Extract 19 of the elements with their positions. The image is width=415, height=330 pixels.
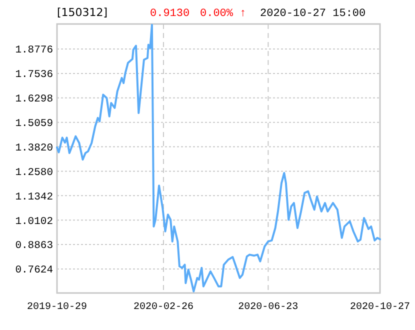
y-tick-label: 1.0102 xyxy=(15,216,53,228)
y-tick-label: 1.7536 xyxy=(15,69,53,82)
x-tick-label: 2020-10-27 xyxy=(350,302,410,313)
x-tick-label: 2020-06-23 xyxy=(238,302,298,313)
x-tick-label: 2020-02-26 xyxy=(133,302,194,313)
line-series xyxy=(56,24,381,292)
y-tick-label: 1.5059 xyxy=(15,118,53,130)
y-tick-label: 1.2580 xyxy=(15,166,53,179)
y-tick-label: 0.8863 xyxy=(15,240,53,252)
text: 0.9130 xyxy=(150,8,190,20)
y-tick-label: 0.7624 xyxy=(15,264,53,277)
y-tick-label: 1.1342 xyxy=(15,191,53,204)
chart-title: [150312] xyxy=(57,6,108,19)
x-tick-label: 2019-10-29 xyxy=(26,302,88,313)
y-tick-label: 1.6298 xyxy=(15,94,53,106)
text: 2020-10-27 15:00 xyxy=(260,8,366,20)
text: 0.00% ↑ xyxy=(200,8,246,20)
y-tick-label: 1.8776 xyxy=(15,44,53,57)
y-tick-label: 1.3820 xyxy=(15,142,53,154)
